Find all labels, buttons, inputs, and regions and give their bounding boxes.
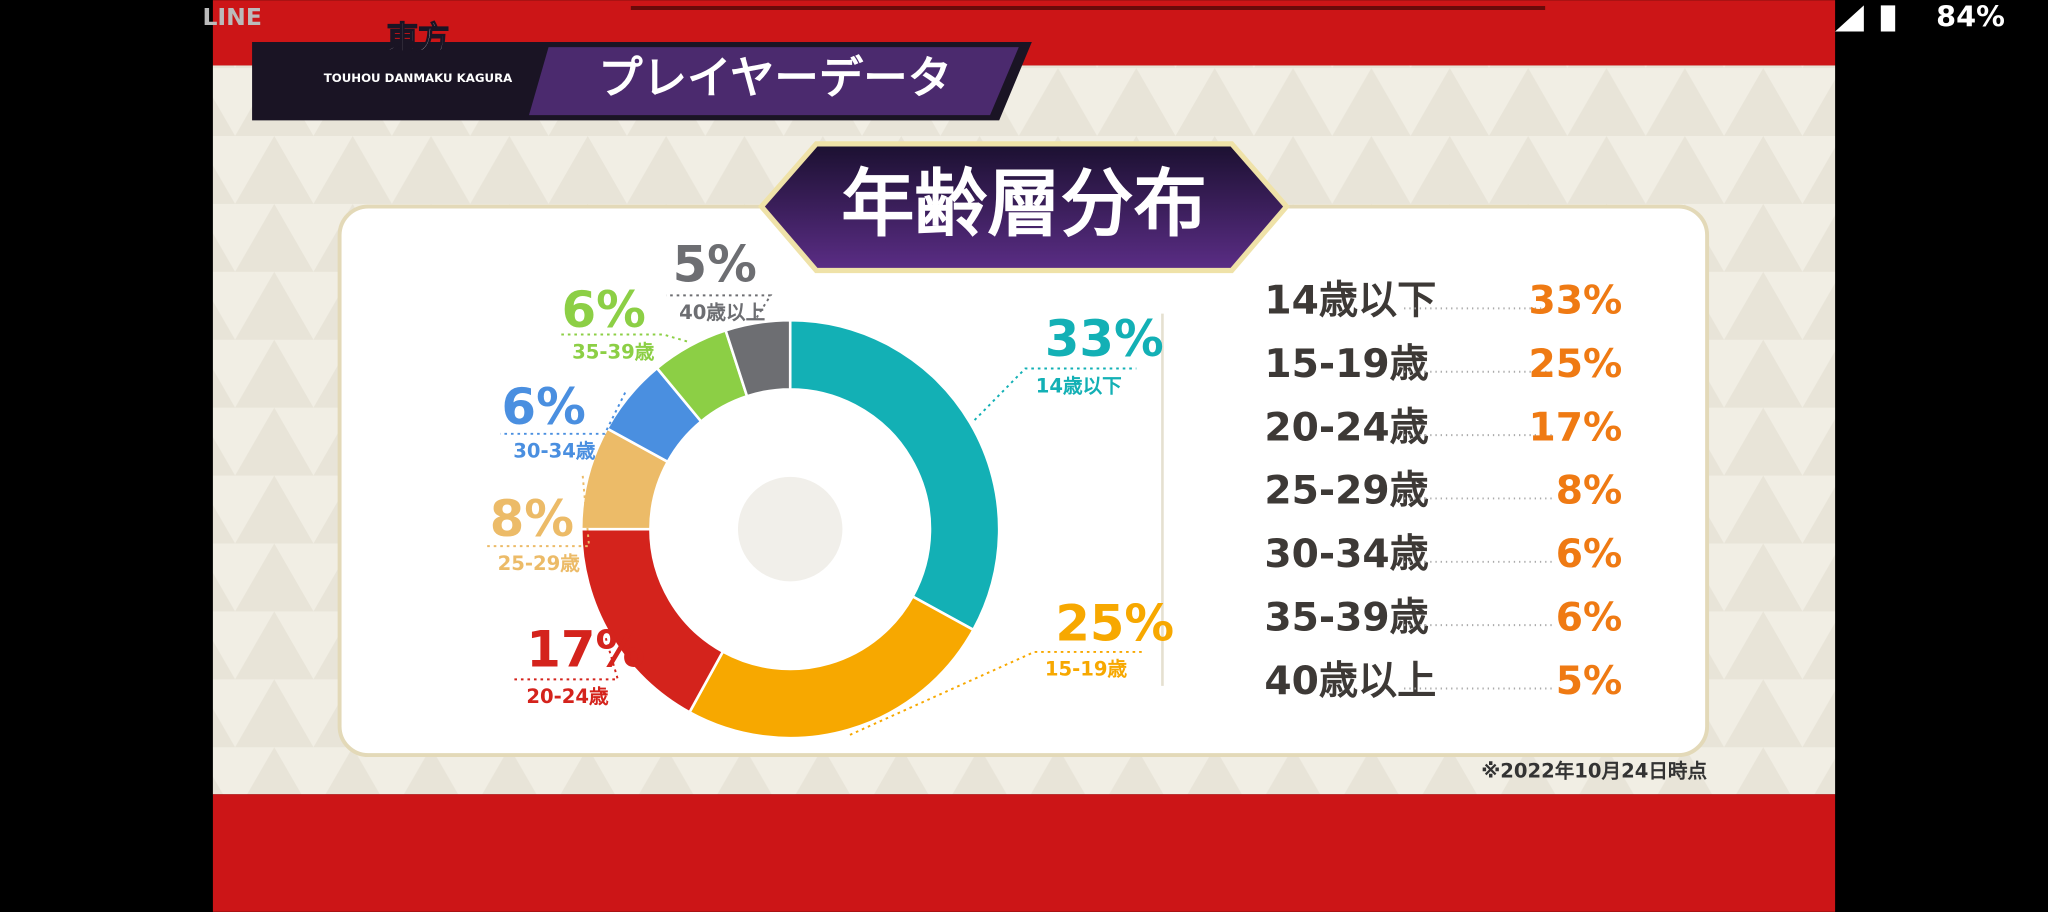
slice-value-label: 8% <box>490 490 574 548</box>
header-accent <box>528 47 1019 116</box>
center-emblem <box>737 476 843 582</box>
section-title: プレイヤーデータ <box>598 53 952 104</box>
slice-value-label: 6% <box>502 378 586 436</box>
legend-category: 35-39歳 <box>1264 595 1428 640</box>
slice-category-label: 25-29歳 <box>498 552 581 575</box>
footnote: ※2022年10月24日時点 <box>1481 760 1707 783</box>
slice-category-label: 15-19歳 <box>1045 658 1128 681</box>
status-app: LINE <box>202 3 261 31</box>
status-battery: 84% <box>1936 0 2005 33</box>
logo-sub: TOUHOU DANMAKU KAGURA <box>324 71 513 85</box>
leader-line <box>500 392 627 435</box>
slice-value-label: 6% <box>562 281 646 339</box>
slice-category-label: 20-24歳 <box>526 685 609 708</box>
slice-value-label: 5% <box>673 235 757 293</box>
battery-icon <box>1880 5 1896 32</box>
slice-value-label: 33% <box>1045 310 1164 368</box>
slice-category-label: 35-39歳 <box>572 340 655 363</box>
slice-category-label: 14歳以下 <box>1036 374 1122 397</box>
leader-line <box>513 637 620 681</box>
signal-icon <box>1835 5 1864 32</box>
legend-category: 25-29歳 <box>1264 469 1428 514</box>
slice-category-label: 40歳以上 <box>679 301 765 324</box>
donut-slice <box>723 318 792 398</box>
bottom-band <box>212 794 1836 912</box>
leader-line <box>849 650 1146 736</box>
legend-value: 17% <box>1528 405 1622 450</box>
legend-value: 6% <box>1556 595 1623 640</box>
slice-category-label: 30-34歳 <box>513 440 596 463</box>
logo-top: 東方 <box>387 19 450 56</box>
legend-category: 14歳以下 <box>1264 279 1436 324</box>
slice-value-label: 25% <box>1055 595 1174 653</box>
legend-value: 5% <box>1556 659 1623 704</box>
legend-value: 6% <box>1556 532 1623 577</box>
leader-line <box>666 294 773 319</box>
legend-category: 15-19歳 <box>1264 342 1428 387</box>
legend-value: 25% <box>1528 342 1622 387</box>
leader-line <box>973 367 1137 421</box>
chart-title: 年齢層分布 <box>841 162 1207 247</box>
legend-category: 20-24歳 <box>1264 405 1428 450</box>
title-plate <box>758 141 1290 274</box>
legend-category: 30-34歳 <box>1264 532 1428 577</box>
donut-slice <box>687 594 976 740</box>
legend-category: 40歳以上 <box>1264 659 1436 704</box>
donut-slice <box>788 318 1001 632</box>
leader-line <box>559 333 688 343</box>
legend-value: 8% <box>1556 469 1623 514</box>
legend-value: 33% <box>1528 279 1622 324</box>
slice-value-label: 17% <box>526 621 645 679</box>
